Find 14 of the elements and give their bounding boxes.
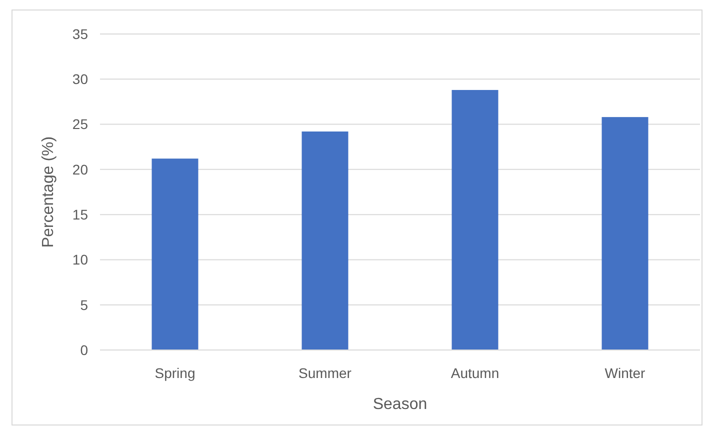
y-tick-label: 25 xyxy=(72,116,88,132)
y-tick-label: 35 xyxy=(72,26,88,42)
y-tick-label: 5 xyxy=(80,296,88,313)
y-tick-label: 15 xyxy=(72,206,88,222)
x-axis-title: Season xyxy=(372,396,428,413)
x-tick-label: Winter xyxy=(604,365,646,381)
x-tick-label: Summer xyxy=(298,365,352,381)
x-tick-label: Autumn xyxy=(450,365,500,381)
y-tick-label: 10 xyxy=(72,252,88,268)
y-tick-label: 30 xyxy=(72,71,88,88)
y-tick-label: 0 xyxy=(80,342,88,358)
y-tick-label: 20 xyxy=(72,161,88,178)
x-tick-label: Spring xyxy=(154,365,196,381)
y-axis-title: Percentage (%) xyxy=(40,136,57,248)
